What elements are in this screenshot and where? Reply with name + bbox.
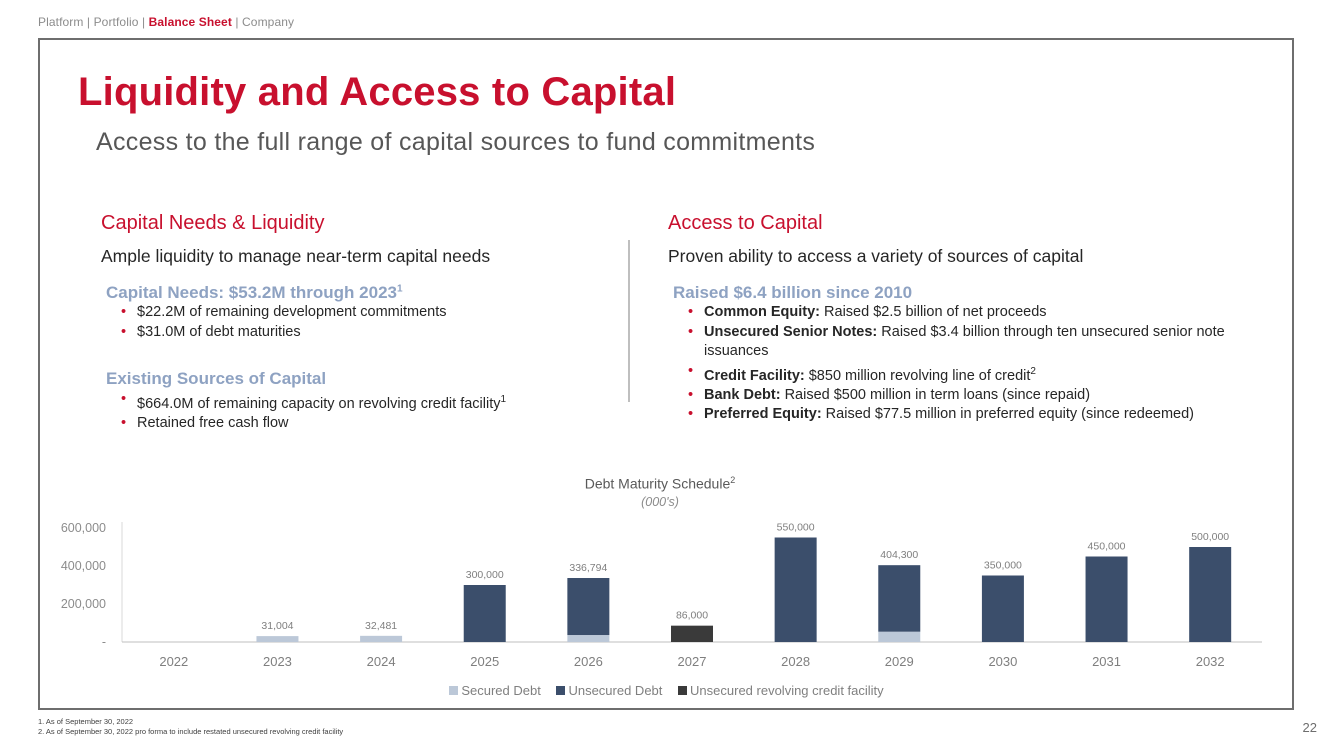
nav-item-balance-sheet[interactable]: Balance Sheet: [148, 15, 232, 29]
x-tick-label: 2023: [263, 654, 292, 669]
raised-capital-heading: Raised $6.4 billion since 2010: [673, 283, 913, 302]
list-item: Retained free cash flow: [115, 414, 506, 434]
footnote: 1. As of September 30, 2022: [38, 717, 134, 726]
page-number: 22: [1302, 720, 1317, 735]
x-tick-label: 2030: [988, 654, 1017, 669]
capital-needs-heading: Capital Needs & Liquidity: [101, 212, 325, 234]
legend-swatch-secured: [449, 686, 459, 695]
data-label: 500,000: [1191, 531, 1229, 543]
list-item: Unsecured Senior Notes: Raised $3.4 bill…: [682, 323, 1272, 362]
list-item: Bank Debt: Raised $500 million in term l…: [682, 386, 1272, 406]
chart-units: (000's): [641, 495, 679, 509]
x-tick-label: 2031: [1092, 654, 1121, 669]
chart-legend: Secured Debt Unsecured Debt Unsecured re…: [0, 683, 1333, 698]
bar-secured-debt-2024: [360, 635, 403, 642]
capital-sources-list: Common Equity: Raised $2.5 billion of ne…: [682, 303, 1272, 425]
bar-secured-debt-2029: [878, 631, 921, 642]
legend-item-secured: Secured Debt: [449, 683, 541, 698]
slide-subtitle: Access to the full range of capital sour…: [96, 128, 816, 156]
x-tick-label: 2024: [367, 654, 396, 669]
bar-unsecured-debt-2025: [463, 585, 506, 642]
data-label: 86,000: [676, 610, 708, 622]
capital-needs-list: $22.2M of remaining development commitme…: [115, 303, 446, 342]
data-label: 350,000: [984, 560, 1022, 572]
list-item: $31.0M of debt maturities: [115, 323, 446, 343]
access-to-capital-heading: Access to Capital: [668, 212, 823, 234]
legend-swatch-revolver: [678, 686, 688, 695]
footnotes: 1. As of September 30, 2022 2. As of Sep…: [38, 717, 343, 737]
bar-secured-debt-2026: [567, 635, 610, 642]
x-tick-label: 2025: [470, 654, 499, 669]
bar-unsecured-debt-2032: [1189, 547, 1232, 642]
data-label: 31,004: [261, 620, 293, 632]
list-item: Credit Facility: $850 million revolving …: [682, 362, 1272, 386]
x-tick-label: 2028: [781, 654, 810, 669]
data-label: 32,481: [365, 620, 397, 632]
legend-item-unsecured: Unsecured Debt: [556, 683, 662, 698]
y-tick-label: 200,000: [61, 597, 106, 611]
x-tick-label: 2029: [885, 654, 914, 669]
x-tick-label: 2027: [678, 654, 707, 669]
capital-needs-group-heading: Capital Needs: $53.2M through 20231: [106, 283, 403, 302]
legend-swatch-unsecured: [556, 686, 566, 695]
y-tick-label: -: [102, 635, 106, 649]
legend-item-revolver: Unsecured revolving credit facility: [678, 683, 884, 698]
nav-item-company[interactable]: Company: [242, 15, 295, 29]
y-tick-label: 400,000: [61, 559, 106, 573]
bar-unsecured-debt-2029: [878, 565, 921, 632]
bar-unsecured-revolving-credit-facility-2027: [671, 625, 713, 642]
list-item: Common Equity: Raised $2.5 billion of ne…: [682, 303, 1272, 323]
list-item: $22.2M of remaining development commitme…: [115, 303, 446, 323]
existing-sources-heading: Existing Sources of Capital: [106, 369, 327, 388]
data-label: 336,794: [569, 562, 607, 574]
chart-title: Debt Maturity Schedule2: [584, 475, 736, 492]
access-to-capital-subheading: Proven ability to access a variety of so…: [668, 246, 1084, 266]
list-item: Preferred Equity: Raised $77.5 million i…: [682, 405, 1272, 425]
top-navigation: Platform | Portfolio | Balance Sheet | C…: [38, 15, 295, 29]
slide-title: Liquidity and Access to Capital: [78, 70, 677, 114]
bar-unsecured-debt-2031: [1085, 556, 1128, 642]
footnote: 2. As of September 30, 2022 pro forma to…: [38, 727, 344, 736]
x-tick-label: 2026: [574, 654, 603, 669]
x-tick-label: 2022: [159, 654, 188, 669]
x-tick-label: 2032: [1196, 654, 1225, 669]
slide-frame: [38, 38, 1294, 710]
data-label: 404,300: [880, 549, 918, 561]
bar-unsecured-debt-2030: [981, 575, 1024, 642]
data-label: 550,000: [777, 522, 815, 534]
bar-unsecured-debt-2026: [567, 578, 610, 636]
column-divider: [628, 240, 630, 402]
bar-unsecured-debt-2028: [774, 537, 817, 642]
data-label: 450,000: [1088, 541, 1126, 553]
nav-item-platform[interactable]: Platform: [38, 15, 84, 29]
y-tick-label: 600,000: [61, 521, 106, 535]
bar-secured-debt-2023: [256, 636, 299, 642]
nav-item-portfolio[interactable]: Portfolio: [93, 15, 139, 29]
data-label: 300,000: [466, 569, 504, 581]
list-item: $664.0M of remaining capacity on revolvi…: [115, 390, 506, 414]
capital-needs-subheading: Ample liquidity to manage near-term capi…: [101, 246, 491, 266]
existing-sources-list: $664.0M of remaining capacity on revolvi…: [115, 390, 506, 434]
